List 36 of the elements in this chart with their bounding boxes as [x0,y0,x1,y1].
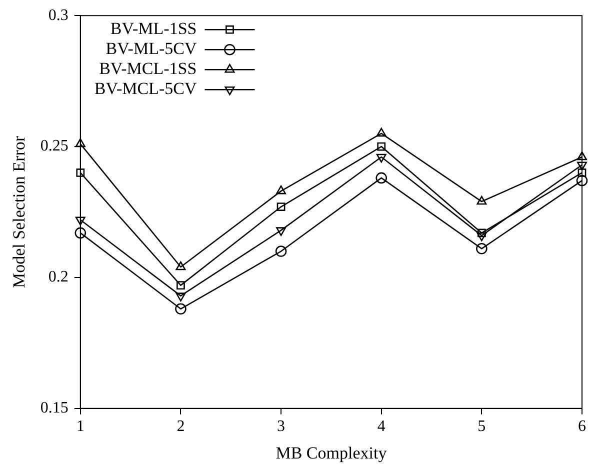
legend-label: BV-ML-1SS [110,19,197,38]
point [576,174,588,186]
y-tick-label: 0.15 [40,400,68,417]
point [76,168,85,177]
legend-label: BV-MCL-1SS [99,59,197,78]
x-axis-title: MB Complexity [276,443,388,462]
point [477,228,486,238]
point [176,292,186,302]
legend-label: BV-ML-5CV [106,39,198,58]
x-tick-label: 5 [478,418,486,436]
x-tick-label: 2 [176,418,185,436]
y-tick-label: 0.25 [40,138,68,155]
point [276,227,286,236]
y-axis-title: Model Selection Error [10,136,29,288]
point [376,128,386,137]
y-tick-label: 0.3 [48,6,68,24]
legend-label: BV-MCL-5CV [94,79,198,98]
x-tick-label: 1 [76,418,84,436]
point [276,202,286,211]
point [377,142,386,151]
x-tick-label: 4 [377,418,386,436]
x-tick-label: 3 [277,418,286,436]
point [276,185,286,194]
point [476,243,488,254]
point [176,281,185,290]
point [577,151,587,160]
point [75,216,86,226]
point [476,196,487,205]
point [175,303,186,315]
x-tick-label: 6 [578,418,586,436]
point [74,227,86,239]
point [275,246,287,257]
point [376,172,388,184]
point [476,232,487,242]
point [578,168,586,177]
y-tick-label: 0.2 [48,268,68,286]
